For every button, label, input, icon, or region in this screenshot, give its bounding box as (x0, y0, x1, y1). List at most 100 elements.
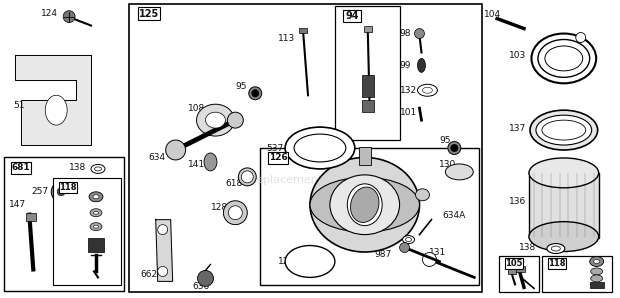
Text: 124: 124 (42, 9, 58, 18)
Ellipse shape (591, 268, 603, 275)
Ellipse shape (347, 184, 382, 226)
Ellipse shape (591, 275, 603, 282)
Text: 104: 104 (484, 10, 502, 19)
Text: 127: 127 (278, 257, 295, 266)
Bar (335, 6, 399, 140)
Bar (505, 258, 523, 269)
Text: 618: 618 (226, 179, 242, 188)
Circle shape (399, 243, 410, 252)
Ellipse shape (91, 164, 105, 173)
Circle shape (63, 11, 75, 23)
Text: 138: 138 (69, 163, 86, 173)
Text: 147: 147 (499, 257, 516, 266)
Ellipse shape (405, 238, 412, 242)
Polygon shape (16, 55, 91, 145)
Bar (361, 100, 374, 112)
Ellipse shape (90, 209, 102, 217)
Ellipse shape (330, 175, 399, 235)
Ellipse shape (93, 195, 99, 199)
Bar (359, 147, 371, 165)
Ellipse shape (45, 95, 67, 125)
Ellipse shape (285, 246, 335, 277)
Ellipse shape (89, 192, 103, 202)
Ellipse shape (310, 177, 420, 232)
Ellipse shape (538, 40, 590, 77)
Ellipse shape (529, 158, 599, 188)
Ellipse shape (94, 167, 102, 171)
Polygon shape (156, 220, 172, 281)
Text: 257: 257 (31, 187, 48, 196)
Bar (499, 257, 539, 292)
Bar (26, 213, 37, 221)
Bar (11, 162, 31, 174)
Ellipse shape (547, 243, 565, 254)
Bar (343, 10, 361, 21)
Bar (59, 182, 77, 193)
Ellipse shape (594, 260, 600, 263)
Text: 98: 98 (399, 29, 411, 38)
Ellipse shape (205, 112, 226, 128)
Ellipse shape (94, 211, 99, 214)
Ellipse shape (285, 127, 355, 169)
Circle shape (157, 266, 167, 277)
Bar (508, 269, 516, 274)
Ellipse shape (90, 223, 102, 231)
Text: 101: 101 (399, 108, 417, 117)
Text: 136: 136 (509, 197, 526, 206)
Circle shape (228, 112, 243, 128)
Circle shape (157, 225, 167, 235)
Circle shape (51, 182, 71, 202)
Ellipse shape (417, 84, 437, 96)
Bar (299, 28, 307, 32)
Ellipse shape (417, 58, 425, 72)
Bar (548, 258, 566, 269)
Text: 130: 130 (440, 160, 457, 170)
Ellipse shape (536, 115, 591, 145)
Circle shape (241, 171, 253, 183)
Circle shape (450, 144, 458, 152)
Ellipse shape (249, 87, 262, 100)
Text: 537: 537 (266, 144, 283, 153)
Circle shape (198, 270, 213, 286)
Ellipse shape (545, 46, 583, 71)
Bar (268, 152, 288, 164)
Text: 132: 132 (399, 86, 417, 95)
Text: 105: 105 (505, 259, 523, 268)
Text: 108: 108 (188, 104, 205, 113)
Circle shape (57, 188, 65, 196)
Text: 126: 126 (269, 153, 288, 162)
Ellipse shape (448, 142, 461, 154)
Text: 141: 141 (188, 160, 205, 170)
Bar (88, 238, 104, 252)
Ellipse shape (310, 157, 420, 252)
Text: 51: 51 (14, 101, 25, 110)
Text: 128: 128 (210, 203, 228, 212)
Ellipse shape (415, 189, 430, 201)
Text: 125: 125 (139, 9, 159, 19)
Ellipse shape (350, 187, 379, 222)
Text: 634A: 634A (443, 211, 466, 220)
Text: 634: 634 (149, 153, 166, 162)
Bar (542, 257, 611, 292)
Text: 662: 662 (141, 270, 158, 279)
Circle shape (166, 140, 185, 160)
Text: 118: 118 (60, 183, 77, 192)
Text: 99: 99 (399, 61, 411, 70)
Text: 137: 137 (509, 124, 526, 133)
Ellipse shape (530, 110, 598, 150)
Bar (129, 4, 482, 292)
Ellipse shape (223, 201, 247, 225)
Text: 681: 681 (12, 163, 31, 173)
Ellipse shape (402, 236, 415, 243)
Ellipse shape (590, 257, 604, 266)
Ellipse shape (204, 153, 217, 171)
Ellipse shape (94, 225, 99, 228)
Bar (53, 178, 121, 285)
Bar (364, 26, 372, 32)
Bar (138, 7, 160, 20)
Circle shape (415, 29, 425, 38)
Ellipse shape (197, 104, 234, 136)
Ellipse shape (294, 134, 346, 162)
Bar (515, 266, 525, 272)
Text: 138: 138 (519, 243, 536, 252)
